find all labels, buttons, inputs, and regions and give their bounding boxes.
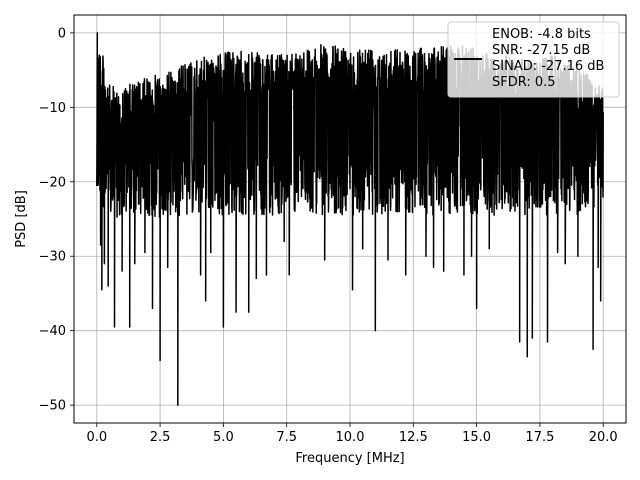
legend: ENOB: -4.8 bits SNR: -27.15 dB SINAD: -2… — [447, 21, 620, 98]
x-axis-label: Frequency [MHz] — [295, 451, 404, 466]
x-tick-label: 5.0 — [213, 430, 234, 445]
y-tick-label: −50 — [39, 399, 66, 414]
y-axis-label: PSD [dB] — [14, 190, 29, 248]
y-axis-ticks: 0 −10 −20 −30 −40 −50 — [39, 26, 74, 414]
x-tick-label: 0.0 — [86, 430, 107, 445]
y-tick-label: −20 — [39, 175, 66, 190]
y-tick-label: −40 — [39, 324, 66, 339]
psd-series-line — [96, 32, 604, 406]
x-tick-label: 10.0 — [336, 430, 365, 445]
y-tick-label: −10 — [39, 101, 66, 116]
x-tick-label: 7.5 — [276, 430, 297, 445]
y-tick-label: −30 — [39, 250, 66, 265]
legend-snr: SNR: -27.15 dB — [492, 43, 590, 58]
x-tick-label: 20.0 — [589, 430, 618, 445]
legend-box — [447, 21, 620, 98]
legend-sfdr: SFDR: 0.5 — [492, 75, 556, 90]
x-tick-label: 15.0 — [462, 430, 491, 445]
x-tick-label: 2.5 — [150, 430, 171, 445]
x-axis-ticks: 0.0 2.5 5.0 7.5 10.0 12.5 15.0 17.5 20.0 — [86, 423, 618, 445]
x-tick-label: 12.5 — [399, 430, 428, 445]
legend-sinad: SINAD: -27.16 dB — [492, 59, 604, 74]
y-tick-label: 0 — [58, 26, 66, 41]
series-layer — [96, 32, 604, 406]
x-tick-label: 17.5 — [525, 430, 554, 445]
legend-enob: ENOB: -4.8 bits — [492, 27, 591, 42]
